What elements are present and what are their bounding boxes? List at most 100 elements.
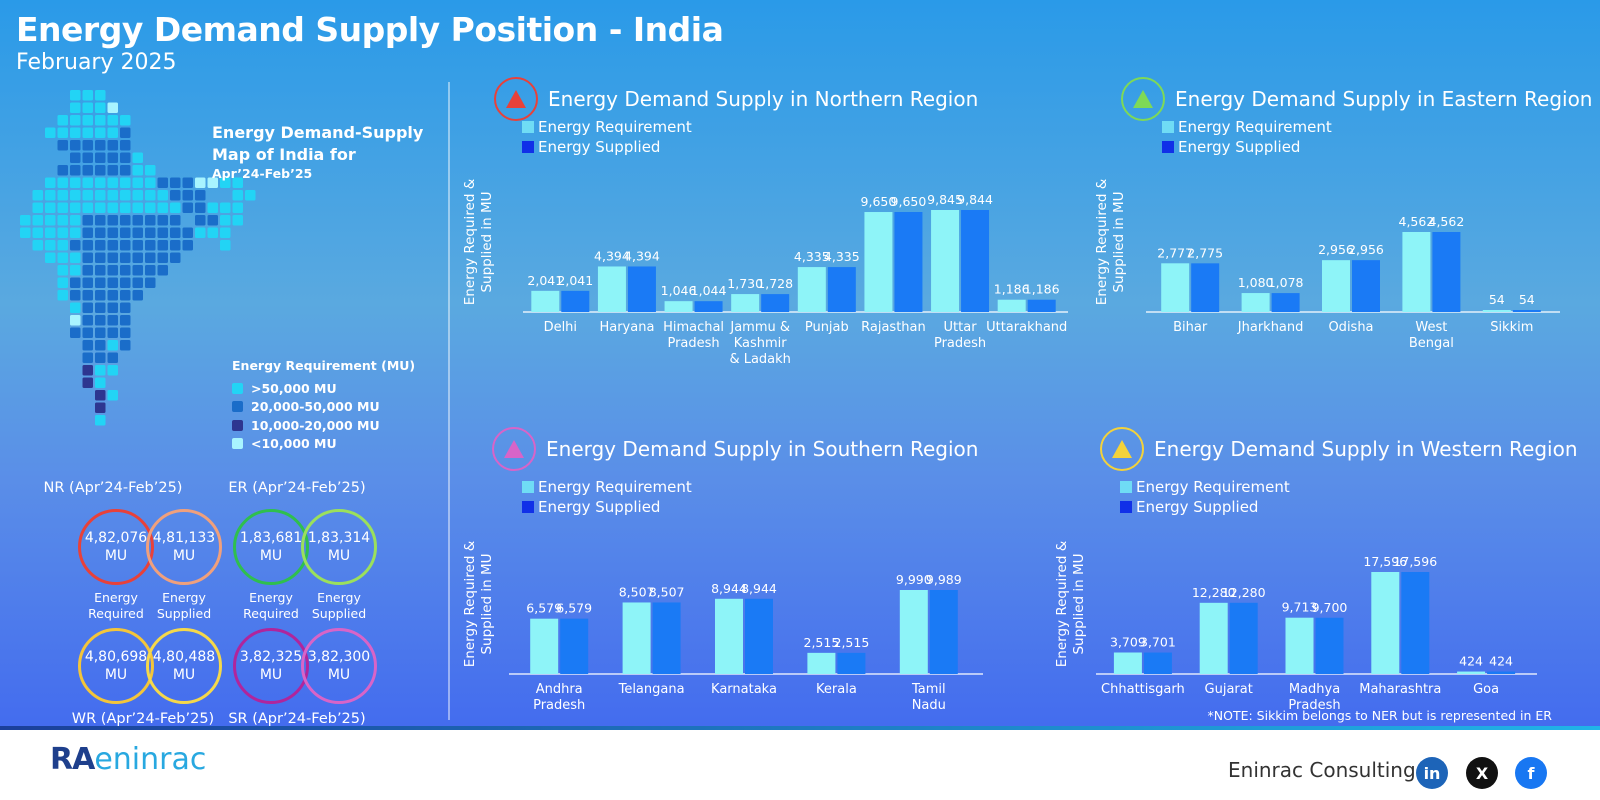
region-summary-label: NR (Apr’24-Feb’25) (43, 480, 183, 496)
bar-chart: Energy Requirement Energy Supplied Energy … (462, 118, 1068, 367)
map-cell (132, 215, 143, 226)
map-cell (32, 215, 43, 226)
map-cell (132, 190, 143, 201)
data-label: 9,990 (896, 572, 932, 587)
map-cell (57, 190, 68, 201)
map-legend-item: >50,000 MU (232, 379, 415, 398)
map-legend: Energy Requirement (MU) >50,000 MU 20,000… (232, 358, 415, 453)
energy-unit: MU (327, 548, 351, 564)
bar-chart: Energy Requirement Energy Supplied Energy … (462, 478, 983, 713)
map-cell (132, 240, 143, 251)
map-cell (132, 177, 143, 188)
map-cell (95, 327, 106, 338)
map-cell (107, 315, 118, 326)
logo-mark: RA (50, 742, 95, 777)
map-cell (57, 252, 68, 263)
chart-header: Energy Demand Supply in Eastern Region (1121, 77, 1592, 121)
category-label: Andhra Pradesh (533, 682, 585, 713)
map-cell (157, 252, 168, 263)
linkedin-icon[interactable]: in (1416, 757, 1448, 789)
map-legend-label: 10,000-20,000 MU (251, 417, 380, 433)
region-summary-label: ER (Apr’24-Feb’25) (228, 480, 366, 496)
chart-title: Energy Demand Supply in Northern Region (548, 87, 979, 111)
category-label-line: Bengal (1409, 336, 1454, 351)
data-label: 2,775 (1187, 245, 1223, 260)
map-cell (95, 415, 106, 426)
legend-label: Energy Requirement (1136, 478, 1290, 496)
category-label: Gujarat (1205, 682, 1253, 697)
map-cell (132, 252, 143, 263)
data-label: 1,730 (727, 276, 763, 291)
map-cell (170, 177, 181, 188)
data-label: 4,562 (1429, 214, 1465, 229)
map-cell (82, 227, 93, 238)
chart-title: Energy Demand Supply in Eastern Region (1175, 87, 1593, 111)
y-axis-label: Energy Required &Supplied in MU (462, 178, 495, 305)
map-cell (145, 190, 156, 201)
category-label-line: Tamil (911, 682, 946, 697)
map-cell (120, 115, 131, 126)
data-label: 9,650 (891, 194, 927, 209)
legend-swatch (1120, 481, 1132, 493)
bar (627, 266, 656, 312)
map-cell (95, 240, 106, 251)
data-label: 17,596 (1363, 554, 1407, 569)
bar (1285, 617, 1314, 674)
map-cell (70, 290, 81, 301)
map-cell (70, 302, 81, 313)
divider (448, 82, 450, 720)
india-map (20, 90, 256, 426)
data-label: 1,080 (1238, 275, 1274, 290)
map-cell (145, 215, 156, 226)
map-cell (120, 290, 131, 301)
map-cell (145, 177, 156, 188)
category-label-line: Goa (1473, 682, 1499, 697)
map-cell (70, 127, 81, 138)
map-cell (95, 315, 106, 326)
map-cell (120, 315, 131, 326)
map-legend-swatch (232, 382, 243, 394)
x-icon[interactable]: X (1466, 757, 1498, 789)
energy-required-label: Energy Required (243, 590, 299, 621)
map-cell (57, 215, 68, 226)
map-cell (82, 252, 93, 263)
category-label-line: Pradesh (533, 698, 585, 713)
data-label: 1,186 (1024, 282, 1060, 297)
map-cell (32, 190, 43, 201)
category-label-line: Delhi (544, 320, 577, 335)
bar (715, 598, 743, 674)
warning-icon (1100, 427, 1144, 471)
data-label: 1,046 (661, 283, 697, 298)
category-label: Karnataka (711, 682, 777, 697)
data-label: 17,596 (1393, 554, 1437, 569)
category-label: Telangana (618, 682, 685, 697)
data-label: 1,186 (994, 282, 1030, 297)
bar (827, 267, 856, 312)
category-label-line: Kashmir (734, 336, 788, 351)
map-cell (82, 165, 93, 176)
category-label: Maharashtra (1359, 682, 1441, 697)
map-legend-swatch (232, 401, 243, 413)
legend-swatch (522, 121, 534, 133)
map-cell (82, 202, 93, 213)
map-cell (120, 140, 131, 151)
category-label: Rajasthan (861, 320, 926, 335)
data-label: 2,515 (834, 635, 870, 650)
map-legend-label: 20,000-50,000 MU (251, 399, 380, 415)
energy-supplied-value: 4,81,133 (152, 530, 216, 546)
data-label: 1,044 (691, 283, 727, 298)
data-label: 4,394 (594, 248, 630, 263)
legend-swatch (1162, 141, 1174, 153)
map-cell (95, 190, 106, 201)
data-label: 2,956 (1348, 242, 1384, 257)
legend-label: Energy Supplied (538, 498, 660, 516)
map-cell (82, 315, 93, 326)
energy-unit: MU (172, 667, 196, 683)
map-cell (95, 352, 106, 363)
map-cell (107, 177, 118, 188)
map-cell (45, 202, 56, 213)
bar (530, 618, 559, 674)
energy-required-circle: 4,82,076 MU (78, 509, 154, 585)
bar (1487, 671, 1516, 674)
facebook-icon[interactable]: f (1515, 757, 1547, 789)
